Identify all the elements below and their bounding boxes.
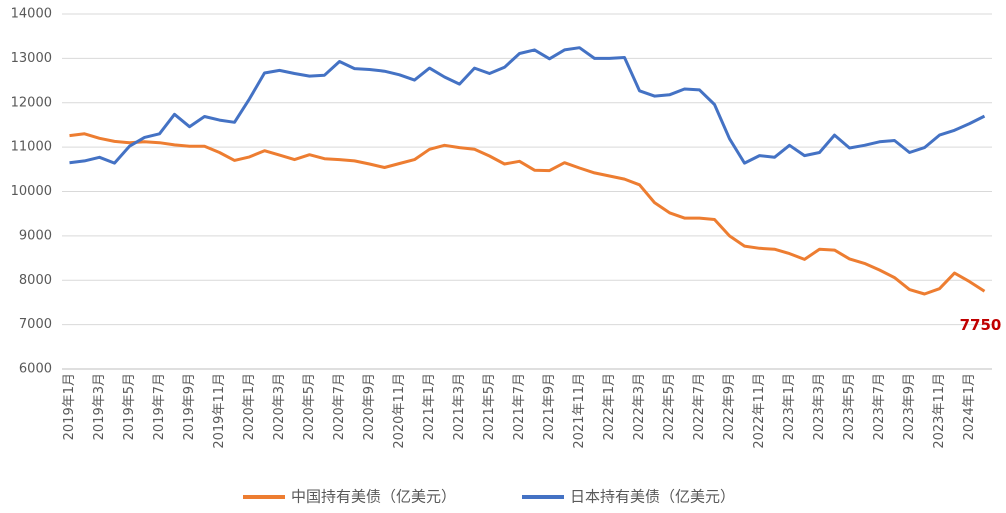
x-tick-label: 2021年11月 [572, 373, 587, 449]
x-tick-label: 2019年1月 [62, 373, 77, 440]
x-tick-label: 2023年5月 [842, 373, 857, 440]
x-tick-label: 2021年3月 [452, 373, 467, 440]
line-series [69, 132, 986, 296]
x-tick-label: 2020年3月 [272, 373, 287, 440]
x-tick-label: 2020年5月 [302, 373, 317, 440]
x-tick-label: 2020年1月 [242, 373, 257, 440]
x-tick-label: 2023年9月 [902, 373, 917, 440]
x-tick-label: 2022年3月 [632, 373, 647, 440]
x-tick-label: 2019年11月 [212, 373, 227, 449]
y-tick-label: 6000 [19, 362, 52, 377]
x-tick-label: 2019年9月 [182, 373, 197, 440]
y-tick-label: 7000 [19, 317, 52, 332]
x-tick-label: 2023年7月 [872, 373, 887, 440]
x-tick-label: 2021年1月 [422, 373, 437, 440]
x-tick-label: 2020年9月 [362, 373, 377, 440]
line-series [69, 46, 986, 165]
x-tick-label: 2022年5月 [662, 373, 677, 440]
x-tick-label: 2021年7月 [512, 373, 527, 440]
x-tick-label: 2023年11月 [932, 373, 947, 449]
x-tick-label: 2023年1月 [782, 373, 797, 440]
x-tick-label: 2019年5月 [122, 373, 137, 440]
y-tick-label: 9000 [19, 228, 52, 243]
legend-item: 中国持有美债（亿美元） [243, 488, 456, 506]
legend-item: 日本持有美债（亿美元） [522, 488, 735, 506]
y-tick-label: 13000 [11, 51, 52, 66]
y-tick-label: 10000 [11, 184, 52, 199]
x-tick-label: 2020年11月 [392, 373, 407, 449]
legend-label: 日本持有美债（亿美元） [570, 488, 735, 506]
y-tick-label: 12000 [11, 95, 52, 110]
end-value-label: 7750 [960, 316, 1002, 334]
x-tick-label: 2023年3月 [812, 373, 827, 440]
y-tick-label: 14000 [11, 7, 52, 22]
x-tick-label: 2019年3月 [92, 373, 107, 440]
x-tick-label: 2024年1月 [962, 373, 977, 440]
x-tick-label: 2021年5月 [482, 373, 497, 440]
x-tick-label: 2022年7月 [692, 373, 707, 440]
x-tick-label: 2020年7月 [332, 373, 347, 440]
x-tick-label: 2022年11月 [752, 373, 767, 449]
y-tick-label: 8000 [19, 273, 52, 288]
x-tick-label: 2022年9月 [722, 373, 737, 440]
x-tick-label: 2019年7月 [152, 373, 167, 440]
y-tick-label: 11000 [11, 140, 52, 155]
x-tick-label: 2021年9月 [542, 373, 557, 440]
legend-label: 中国持有美债（亿美元） [291, 488, 456, 506]
x-tick-label: 2022年1月 [602, 373, 617, 440]
